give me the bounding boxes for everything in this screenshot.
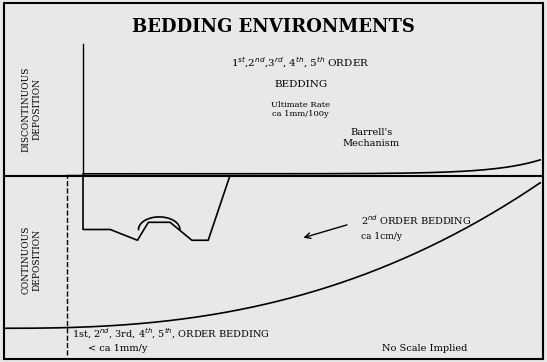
Text: CONTINUOUS
DEPOSITION: CONTINUOUS DEPOSITION — [22, 226, 41, 294]
Text: 1st, 2$^{nd}$, 3rd, 4$^{th}$, 5$^{th}$, ORDER BEDDING: 1st, 2$^{nd}$, 3rd, 4$^{th}$, 5$^{th}$, … — [72, 327, 270, 341]
Text: 2$^{nd}$ ORDER BEDDING: 2$^{nd}$ ORDER BEDDING — [360, 214, 471, 227]
Text: < ca 1mm/y: < ca 1mm/y — [89, 344, 148, 353]
Text: No Scale Implied: No Scale Implied — [382, 344, 468, 353]
Text: DISCONTINUOUS
DEPOSITION: DISCONTINUOUS DEPOSITION — [22, 67, 41, 152]
Text: 1$^{st}$,2$^{nd}$,3$^{rd}$, 4$^{th}$, 5$^{th}$ ORDER: 1$^{st}$,2$^{nd}$,3$^{rd}$, 4$^{th}$, 5$… — [231, 55, 370, 70]
FancyBboxPatch shape — [4, 3, 543, 359]
Text: Ultimate Rate
ca 1mm/100y: Ultimate Rate ca 1mm/100y — [271, 101, 330, 118]
Text: BEDDING: BEDDING — [274, 80, 327, 89]
Text: Barrell's
Mechanism: Barrell's Mechanism — [343, 128, 400, 148]
Text: BEDDING ENVIRONMENTS: BEDDING ENVIRONMENTS — [132, 17, 415, 35]
Text: ca 1cm/y: ca 1cm/y — [360, 232, 401, 241]
